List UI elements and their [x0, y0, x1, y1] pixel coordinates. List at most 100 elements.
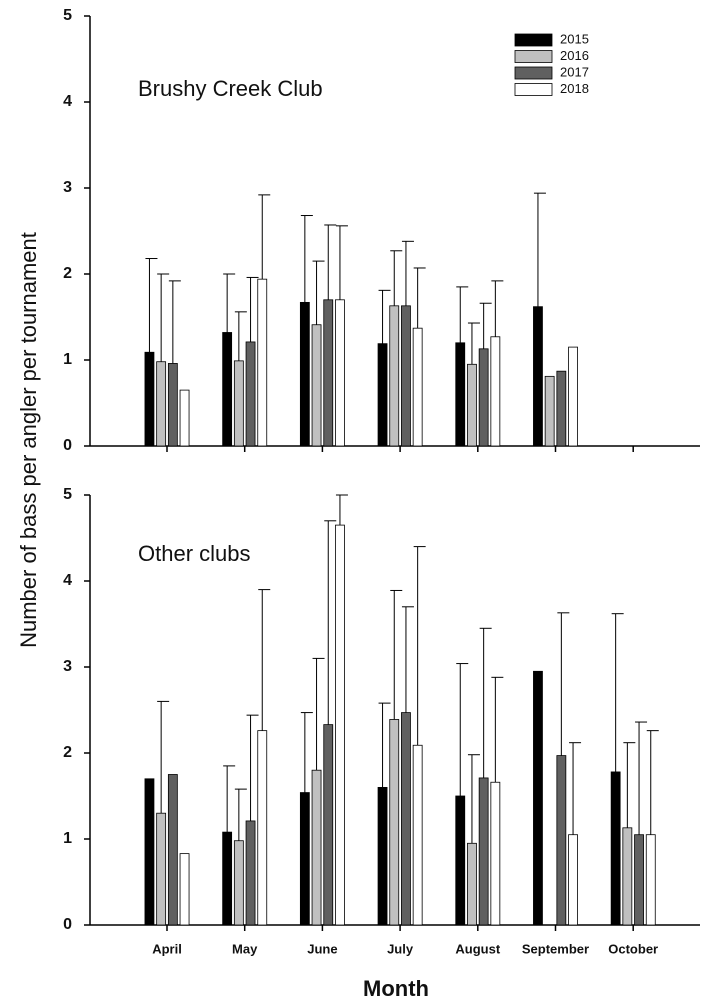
- bar: [389, 305, 400, 447]
- bar: [156, 361, 167, 447]
- error-bar: [223, 765, 236, 833]
- x-axis-label: Month: [363, 976, 429, 1001]
- legend-label: 2018: [560, 81, 589, 96]
- x-tick-label: April: [152, 941, 182, 956]
- error-bar: [234, 311, 247, 361]
- bar: [645, 834, 656, 926]
- bar: [533, 306, 543, 447]
- bar: [323, 724, 334, 926]
- error-bar: [246, 714, 259, 821]
- y-axis-label: Number of bass per angler per tournament: [16, 232, 41, 648]
- bar: [179, 853, 190, 926]
- bar: [478, 348, 489, 447]
- error-bar: [390, 589, 403, 720]
- y-tick-label: 1: [63, 830, 72, 847]
- legend-swatch: [514, 83, 553, 96]
- bar: [544, 375, 555, 447]
- error-bar: [258, 589, 271, 731]
- error-bar: [467, 322, 480, 365]
- y-tick-label: 5: [63, 7, 72, 24]
- panel-title: Brushy Creek Club: [138, 76, 323, 101]
- error-bar: [401, 606, 414, 713]
- legend-label: 2017: [560, 64, 589, 79]
- error-bar: [312, 657, 325, 771]
- error-bar: [378, 289, 391, 344]
- error-bar: [246, 276, 259, 342]
- y-tick-label: 0: [63, 916, 72, 933]
- error-bar: [390, 250, 403, 306]
- error-bar: [456, 663, 469, 796]
- bar: [467, 363, 477, 447]
- error-bar: [491, 280, 504, 337]
- x-tick-label: June: [307, 941, 337, 956]
- bar: [556, 370, 567, 447]
- y-tick-label: 5: [63, 486, 72, 503]
- bar: [222, 332, 233, 447]
- bar: [167, 774, 178, 926]
- error-bar: [646, 730, 659, 835]
- bar: [622, 827, 633, 926]
- error-bar: [533, 192, 546, 307]
- error-bar: [611, 613, 624, 772]
- y-tick-label: 0: [63, 437, 72, 454]
- error-bar: [413, 267, 426, 329]
- y-tick-label: 3: [63, 658, 72, 675]
- bar: [167, 363, 178, 447]
- error-bar: [145, 258, 158, 353]
- bar: [412, 327, 423, 447]
- bar: [610, 771, 621, 926]
- bar: [245, 820, 256, 926]
- bar: [144, 351, 155, 447]
- error-bar: [234, 788, 247, 841]
- error-bar: [635, 721, 648, 835]
- bar: [467, 842, 477, 926]
- bar: [257, 730, 268, 926]
- error-bar: [258, 194, 271, 280]
- bar: [156, 812, 167, 926]
- y-tick-label: 4: [63, 93, 72, 110]
- bar: [311, 769, 322, 926]
- bar: [568, 834, 578, 926]
- bar: [144, 778, 155, 926]
- error-bar: [557, 612, 570, 756]
- x-tick-label: October: [608, 941, 658, 956]
- x-tick-label: May: [232, 941, 258, 956]
- bar: [533, 670, 543, 926]
- y-tick-label: 2: [63, 744, 72, 761]
- error-bar: [157, 700, 170, 814]
- bar: [245, 341, 256, 447]
- bar: [335, 524, 345, 926]
- error-bar: [623, 742, 636, 828]
- bar: [455, 795, 466, 926]
- x-tick-label: July: [387, 941, 414, 956]
- bar: [478, 777, 489, 926]
- error-bar: [335, 494, 348, 526]
- error-bar: [324, 520, 337, 725]
- x-tick-label: August: [455, 941, 500, 956]
- bar: [401, 712, 411, 926]
- error-bar: [300, 712, 313, 793]
- legend-swatch: [514, 50, 553, 63]
- bar: [490, 336, 501, 447]
- bar: [233, 840, 244, 926]
- error-bar: [324, 224, 337, 300]
- error-bar: [300, 215, 313, 303]
- y-tick-label: 1: [63, 351, 72, 368]
- error-bar: [335, 225, 348, 300]
- bar: [412, 744, 423, 926]
- error-bar: [569, 742, 582, 835]
- error-bar: [479, 627, 492, 778]
- y-tick-label: 3: [63, 179, 72, 196]
- bar: [568, 346, 578, 447]
- bar: [401, 305, 411, 447]
- legend-swatch: [514, 33, 553, 47]
- panel-title: Other clubs: [138, 541, 251, 566]
- error-bar: [491, 676, 504, 783]
- bar: [311, 324, 322, 447]
- bar: [222, 831, 233, 926]
- legend-label: 2015: [560, 31, 589, 46]
- bar: [299, 792, 310, 926]
- y-tick-label: 2: [63, 265, 72, 282]
- bar: [490, 781, 501, 926]
